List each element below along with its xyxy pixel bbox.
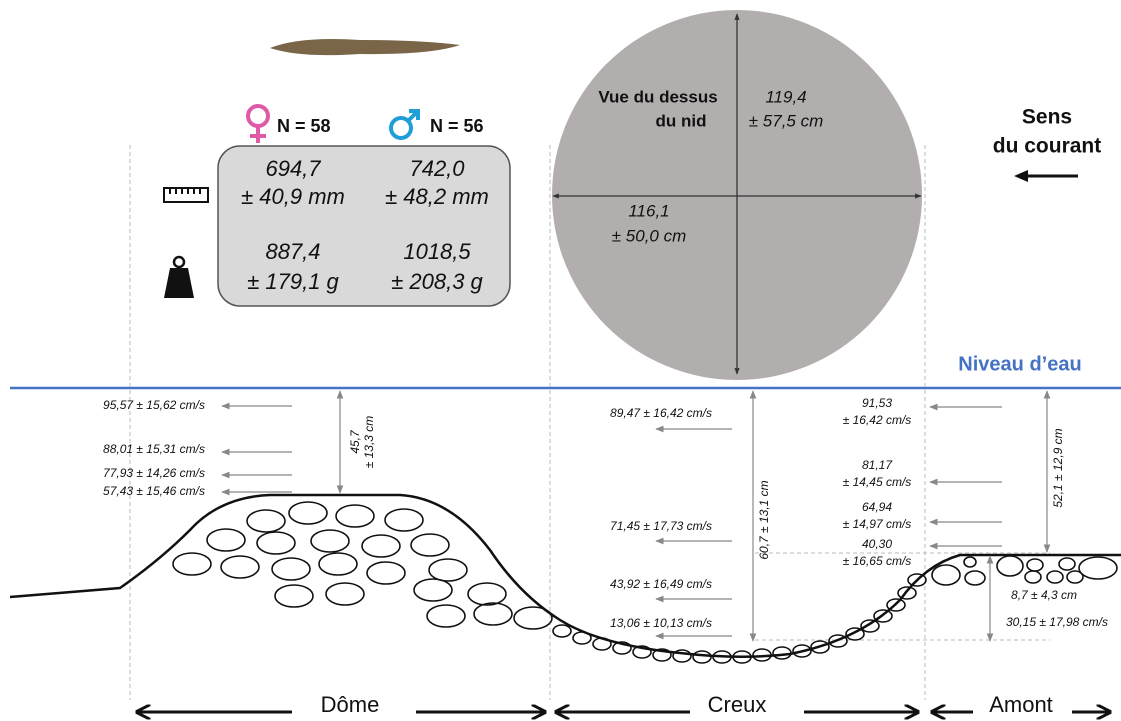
flow-arrows	[221, 390, 1051, 642]
top-view-title: du nid	[656, 111, 707, 130]
cell: ± 40,9 mm	[241, 184, 345, 209]
velocity-label: 89,47 ± 16,42 cm/s	[610, 406, 712, 420]
stones	[172, 501, 1118, 664]
cell: 694,7	[265, 156, 321, 181]
velocity-label: 43,92 ± 16,49 cm/s	[610, 577, 712, 591]
velocity-label: 57,43 ± 15,46 cm/s	[103, 484, 205, 498]
male-symbol	[389, 109, 420, 140]
velocity-label: 40,30	[862, 537, 892, 551]
depth-label: ± 13,3 cm	[362, 416, 376, 469]
water-level-label: Niveau d’eau	[958, 353, 1081, 375]
stats-box	[217, 145, 511, 307]
depth-label: 45,7	[348, 429, 362, 454]
velocity-label: 71,45 ± 17,73 cm/s	[610, 519, 712, 533]
velocity-label: 91,53	[862, 396, 892, 410]
velocity-label: ± 16,42 cm/s	[843, 413, 912, 427]
depth-label: 52,1 ± 12,9 cm	[1051, 428, 1065, 507]
velocity-label: 64,94	[862, 500, 892, 514]
riverbed	[9, 493, 1121, 659]
section-label: Dôme	[321, 692, 380, 717]
cell: 887,4	[265, 239, 320, 264]
velocity-label: 77,93 ± 14,26 cm/s	[103, 466, 205, 480]
velocity-label: 95,57 ± 15,62 cm/s	[103, 398, 205, 412]
section-label: Amont	[989, 692, 1053, 717]
nest-width: ± 50,0 cm	[612, 226, 687, 245]
step-velocity: 30,15 ± 17,98 cm/s	[1006, 615, 1108, 629]
velocity-label: ± 16,65 cm/s	[843, 554, 912, 568]
weight-icon	[164, 255, 194, 298]
velocity-label: 13,06 ± 10,13 cm/s	[610, 616, 712, 630]
current-label: Sens	[1022, 106, 1072, 129]
female-symbol	[246, 104, 270, 143]
cell: ± 208,3 g	[391, 269, 483, 294]
current-label: du courant	[993, 135, 1102, 158]
step-height: 8,7 ± 4,3 cm	[1011, 588, 1077, 602]
section-label: Creux	[708, 692, 767, 717]
lamprey	[270, 39, 460, 56]
depth-label: 60,7 ± 13,1 cm	[757, 480, 771, 559]
nest-length: ± 57,5 cm	[749, 111, 824, 130]
top-view-title: Vue du dessus	[598, 87, 717, 106]
nest-length: 119,4	[765, 87, 806, 106]
male-count: N = 56	[430, 116, 484, 136]
cell: ± 48,2 mm	[385, 184, 489, 209]
velocity-label: ± 14,97 cm/s	[843, 517, 912, 531]
ruler-icon	[163, 187, 209, 203]
nest-width: 116,1	[628, 201, 669, 220]
velocity-label: 81,17	[862, 458, 893, 472]
cell: 1018,5	[403, 239, 471, 264]
velocity-label: 88,01 ± 15,31 cm/s	[103, 442, 205, 456]
velocity-label: ± 14,45 cm/s	[843, 475, 912, 489]
female-count: N = 58	[277, 116, 331, 136]
current-arrow	[1014, 170, 1078, 182]
cell: 742,0	[409, 156, 465, 181]
cell: ± 179,1 g	[247, 269, 339, 294]
